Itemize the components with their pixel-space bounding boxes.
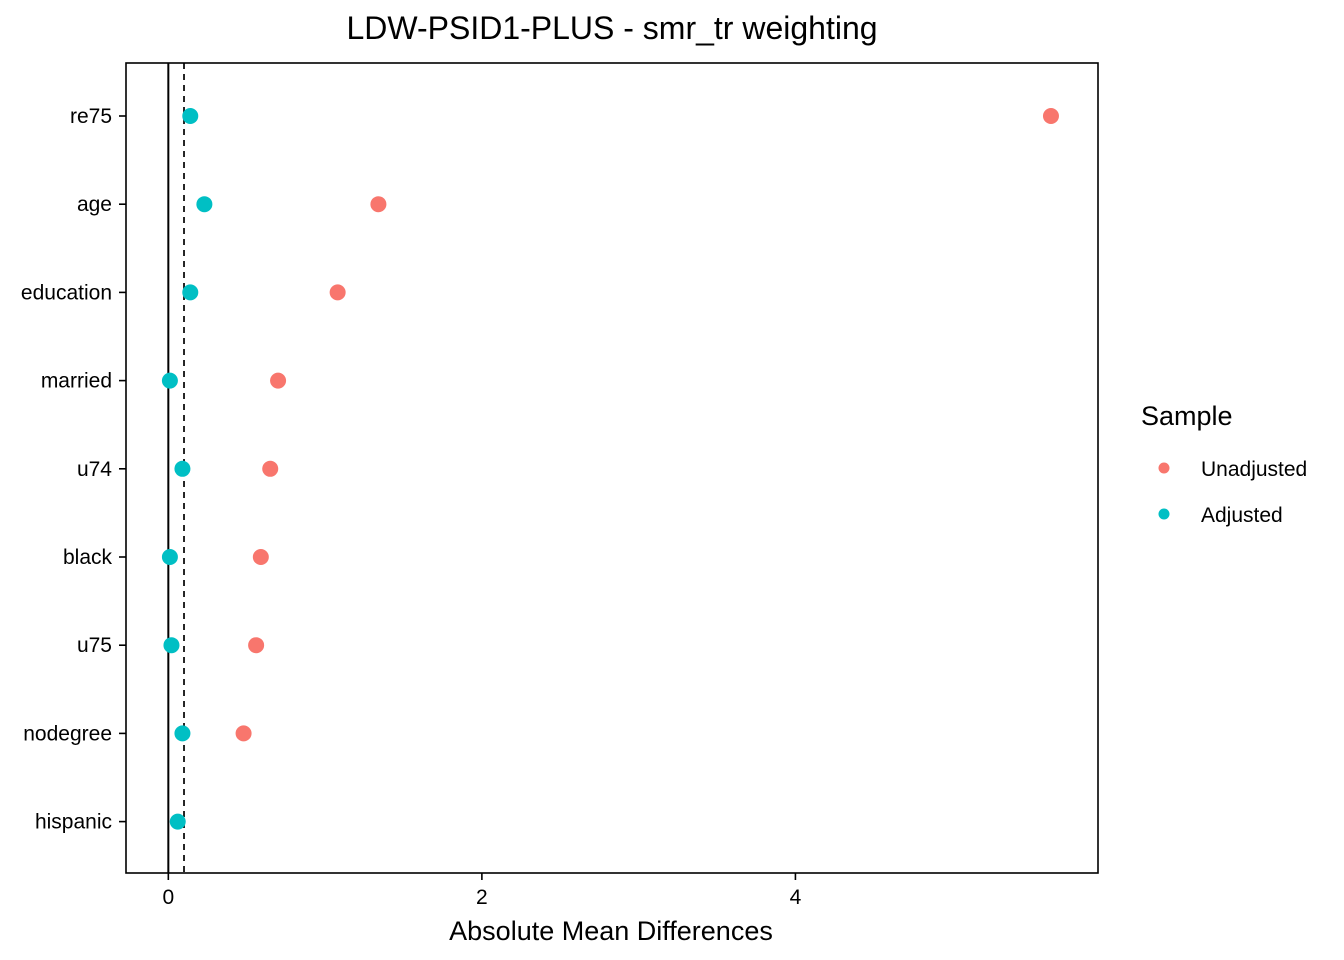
legend-title: Sample xyxy=(1141,401,1233,431)
y-tick-label-education: education xyxy=(21,281,112,304)
point-unadjusted-married xyxy=(270,372,287,389)
point-unadjusted-u74 xyxy=(262,460,279,477)
y-tick-label-u75: u75 xyxy=(77,634,112,657)
y-tick-label-married: married xyxy=(41,370,112,393)
y-tick-label-nodegree: nodegree xyxy=(23,722,112,745)
point-unadjusted-nodegree xyxy=(235,725,252,742)
x-axis: 0 2 4 xyxy=(162,873,802,909)
point-unadjusted-u75 xyxy=(248,637,265,654)
chart-title: LDW-PSID1-PLUS - smr_tr weighting xyxy=(346,10,878,46)
data-points xyxy=(161,108,1059,830)
point-adjusted-u74 xyxy=(174,460,191,477)
x-tick-label: 0 xyxy=(162,886,174,909)
point-adjusted-black xyxy=(161,549,178,565)
point-unadjusted-re75 xyxy=(1042,108,1059,124)
point-adjusted-hispanic xyxy=(169,813,186,830)
point-unadjusted-black xyxy=(252,549,269,565)
point-unadjusted-education xyxy=(329,284,346,301)
legend-key-adjusted xyxy=(1158,508,1170,520)
point-unadjusted-age xyxy=(370,196,387,213)
legend-key-unadjusted xyxy=(1158,462,1170,474)
point-adjusted-age xyxy=(196,196,213,213)
point-adjusted-education xyxy=(182,284,199,301)
y-tick-label-age: age xyxy=(77,193,112,216)
point-adjusted-u75 xyxy=(163,637,180,654)
point-adjusted-nodegree xyxy=(174,725,191,742)
legend-label-unadjusted: Unadjusted xyxy=(1201,458,1307,481)
legend-items: Unadjusted Adjusted xyxy=(1158,458,1307,527)
legend-label-adjusted: Adjusted xyxy=(1201,504,1283,527)
y-tick-label-black: black xyxy=(63,546,113,569)
y-tick-label-re75: re75 xyxy=(70,105,112,128)
x-tick-label: 4 xyxy=(790,886,802,909)
x-tick-label: 2 xyxy=(476,886,488,909)
y-tick-label-hispanic: hispanic xyxy=(35,811,112,834)
point-adjusted-re75 xyxy=(182,108,199,124)
x-axis-title: Absolute Mean Differences xyxy=(449,916,773,946)
legend: Sample Unadjusted Adjusted xyxy=(1141,401,1307,527)
y-tick-label-u74: u74 xyxy=(77,458,112,481)
point-adjusted-married xyxy=(161,372,178,389)
y-axis: re75 age education married u74 black u75 nodegr… xyxy=(21,105,126,834)
